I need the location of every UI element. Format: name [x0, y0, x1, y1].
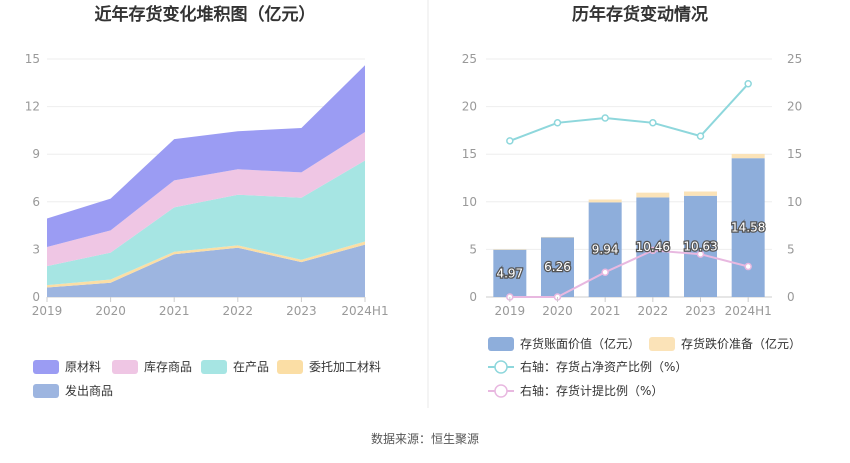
line-point-0	[602, 115, 608, 121]
left-x-tick-label: 2023	[286, 304, 317, 318]
bar-data-label: 4.97	[496, 266, 523, 280]
right-y-tick-label: 25	[462, 52, 477, 66]
right-y2-tick-label: 5	[787, 242, 795, 256]
left-legend-swatch	[33, 360, 59, 374]
bar-data-label: 10.63	[683, 239, 717, 253]
left-legend-label: 原材料	[65, 360, 101, 374]
right-y2-tick-label: 15	[787, 147, 802, 161]
right-legend-marker	[495, 385, 507, 397]
left-x-tick-label: 2022	[223, 304, 254, 318]
line-point-0	[698, 133, 704, 139]
left-legend-label: 在产品	[233, 360, 269, 374]
bar-data-label: 6.26	[544, 260, 571, 274]
right-y-tick-label: 5	[469, 242, 477, 256]
line-point-0	[507, 138, 513, 144]
right-legend-swatch	[649, 337, 675, 351]
right-y2-tick-label: 10	[787, 195, 802, 209]
left-legend-label: 库存商品	[144, 359, 192, 374]
bar-impairment	[636, 193, 669, 198]
left-y-tick-label: 15	[25, 52, 40, 66]
right-chart-title: 历年存货变动情况	[572, 4, 708, 25]
right-y-tick-label: 0	[469, 290, 477, 304]
right-legend-label: 右轴：存货占净资产比例（%）	[520, 359, 687, 374]
line-point-0	[555, 120, 561, 126]
right-x-tick-label: 2019	[495, 304, 526, 318]
right-legend-marker	[495, 361, 507, 373]
left-legend-swatch	[33, 384, 59, 398]
bar-impairment	[589, 200, 622, 203]
line-point-0	[745, 81, 751, 87]
left-x-tick-label: 2019	[32, 304, 63, 318]
left-legend-label: 发出商品	[65, 383, 113, 398]
right-x-tick-label: 2020	[542, 304, 573, 318]
left-legend-swatch	[201, 360, 227, 374]
left-y-tick-label: 6	[32, 195, 40, 209]
right-y2-tick-label: 20	[787, 100, 802, 114]
data-source-footer: 数据来源：恒生聚源	[371, 431, 479, 446]
right-legend-label: 存货账面价值（亿元）	[520, 336, 640, 351]
right-x-tick-label: 2022	[638, 304, 669, 318]
right-y-tick-label: 20	[462, 100, 477, 114]
left-y-tick-label: 12	[25, 100, 40, 114]
left-chart-title: 近年存货变化堆积图（亿元）	[95, 4, 316, 25]
line-point-1	[745, 264, 751, 270]
left-x-tick-label: 2020	[95, 304, 126, 318]
right-legend-swatch	[488, 337, 514, 351]
right-y-tick-label: 15	[462, 147, 477, 161]
left-legend-swatch	[112, 360, 138, 374]
line-series-0	[510, 84, 748, 141]
bar-data-label: 14.58	[731, 221, 765, 235]
left-y-tick-label: 9	[32, 147, 40, 161]
left-legend-label: 委托加工材料	[309, 360, 381, 374]
line-point-0	[650, 120, 656, 126]
left-y-tick-label: 0	[32, 290, 40, 304]
right-x-tick-label: 2021	[590, 304, 621, 318]
right-y-tick-label: 10	[462, 195, 477, 209]
right-legend-label: 右轴：存货计提比例（%）	[520, 383, 663, 398]
left-legend-swatch	[277, 360, 303, 374]
right-x-tick-label: 2023	[685, 304, 716, 318]
bar-impairment	[684, 192, 717, 196]
right-y2-tick-label: 0	[787, 290, 795, 304]
right-legend-label: 存货跌价准备（亿元）	[681, 336, 801, 351]
left-x-tick-label: 2024H1	[341, 304, 388, 318]
bar-data-label: 9.94	[592, 243, 619, 257]
bar-impairment	[732, 154, 765, 158]
right-y2-tick-label: 25	[787, 52, 802, 66]
line-point-1	[602, 269, 608, 275]
right-x-tick-label: 2024H1	[725, 304, 772, 318]
left-y-tick-label: 3	[32, 242, 40, 256]
bar-data-label: 10.46	[636, 240, 670, 254]
left-x-tick-label: 2021	[159, 304, 190, 318]
